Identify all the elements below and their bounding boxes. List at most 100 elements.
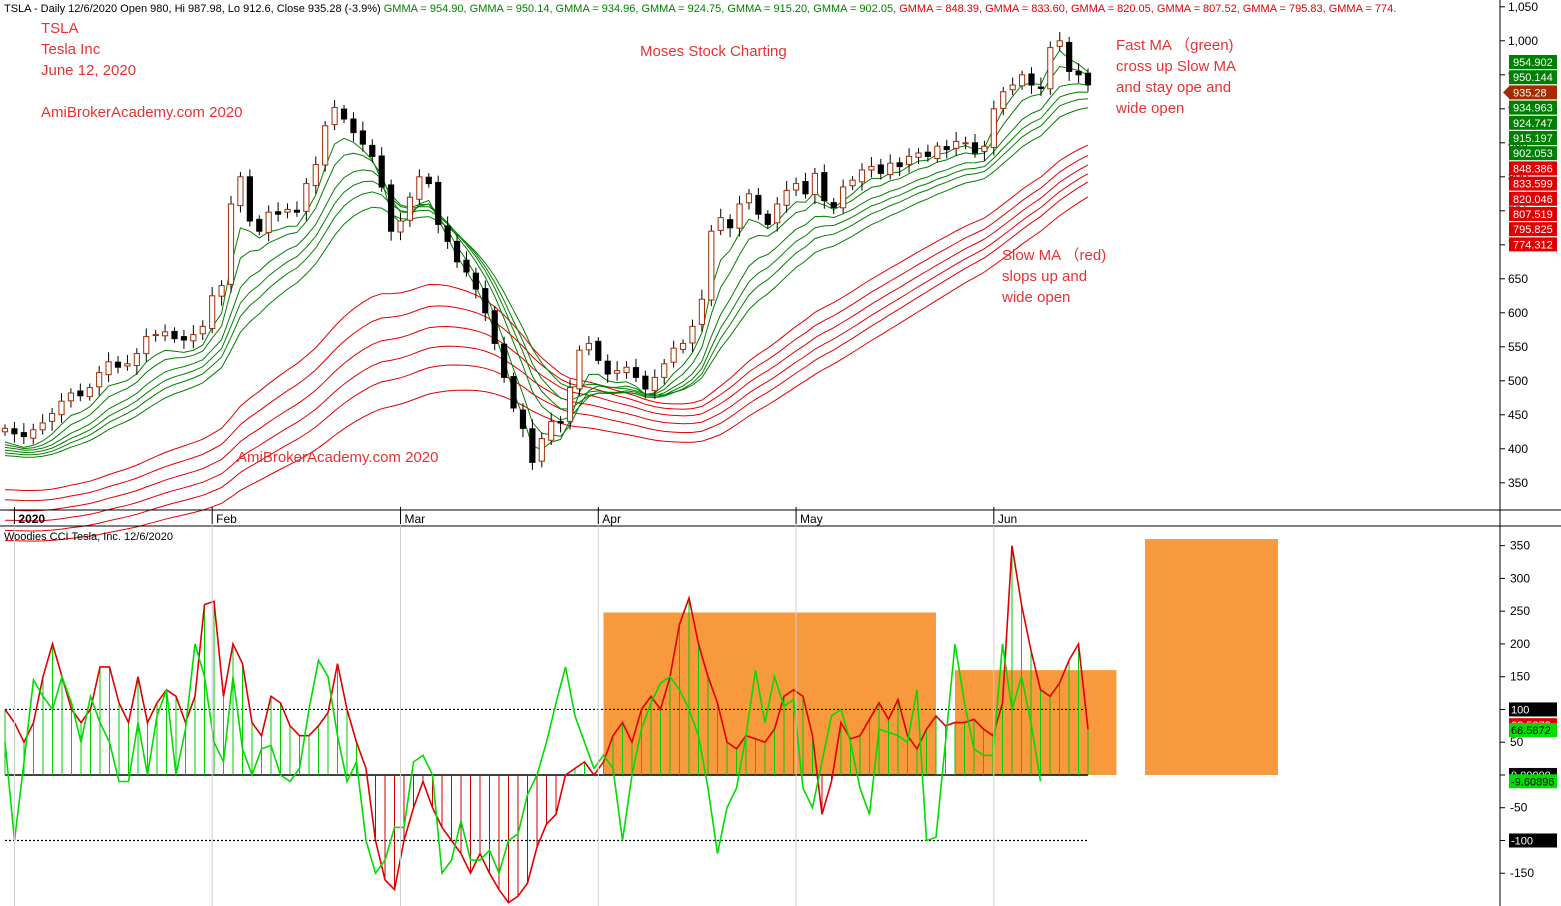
- annotation-ticker: TSLA: [41, 20, 79, 37]
- candle-body: [1075, 70, 1082, 76]
- candle-body: [661, 363, 668, 378]
- candle-body: [11, 428, 18, 435]
- header-part-6: GMMA = 902.05,: [810, 3, 896, 15]
- fast-ma-line-3: [4, 83, 1089, 451]
- candle-body: [1028, 73, 1035, 86]
- candle-body: [124, 363, 131, 367]
- candle-body: [745, 193, 753, 204]
- candle-body: [143, 336, 150, 355]
- annotation-site-1: AmiBrokerAcademy.com 2020: [41, 104, 242, 121]
- annotation-moses: Moses Stock Charting: [640, 43, 787, 60]
- candle-body: [642, 375, 649, 390]
- cci-ytick-label: 150: [1510, 670, 1530, 684]
- price-label-924.747: 924.747: [1509, 115, 1557, 130]
- price-label-902.053: 902.053: [1509, 146, 1557, 161]
- annotation-company: Tesla Inc: [41, 41, 101, 58]
- price-label-bg: [1509, 161, 1557, 176]
- candle-body: [915, 152, 922, 158]
- candle-body: [453, 240, 461, 263]
- price-label-bg: [1509, 222, 1557, 237]
- candle-body: [322, 125, 329, 166]
- price-label-bg: [1509, 55, 1557, 69]
- price-label-915.197: 915.197: [1509, 131, 1557, 145]
- candle-body: [444, 225, 451, 242]
- cci-highlight-boxes: [603, 539, 1278, 775]
- candle-body: [614, 370, 621, 374]
- candle-body: [971, 142, 979, 154]
- candle-body: [962, 142, 969, 145]
- header-part-4: GMMA = 924.75,: [638, 3, 724, 15]
- candle-body: [209, 295, 216, 329]
- price-label-bg: [1509, 100, 1557, 115]
- candle-body: [397, 220, 404, 233]
- cci-ytick-label: 50: [1510, 735, 1524, 749]
- annotation-slow-ma-1: Slow MA （red): [1002, 247, 1106, 264]
- price-label-text: 807.519: [1513, 209, 1553, 221]
- slow-ma-line-1: [4, 144, 1089, 491]
- price-label-pointer: [1503, 86, 1509, 99]
- candle-body: [510, 376, 517, 409]
- slow-ma-line-4: [4, 173, 1089, 522]
- candle-body: [934, 145, 941, 159]
- cci-ytick-label: 200: [1510, 637, 1530, 651]
- cci-box-2: [955, 670, 1117, 775]
- candle-body: [727, 219, 734, 229]
- candle-body: [491, 310, 498, 344]
- candle-body: [811, 172, 818, 196]
- price-label-bg: [1509, 115, 1557, 130]
- candle-body: [162, 331, 169, 337]
- cci-label-bg: [1509, 723, 1557, 738]
- candle-body: [557, 421, 564, 424]
- candle-body: [48, 412, 56, 422]
- candle-body: [114, 361, 122, 368]
- candle-body: [152, 334, 159, 337]
- cci-ytick-label: 300: [1510, 571, 1530, 585]
- x-label-Jun: Jun: [998, 512, 1017, 526]
- price-label-848.386: 848.386: [1509, 161, 1557, 176]
- candle-body: [416, 176, 423, 200]
- price-label-text: 915.197: [1513, 133, 1553, 145]
- fast-ma-line-4: [4, 91, 1089, 454]
- candle-body: [792, 183, 800, 191]
- candle-body: [1084, 72, 1092, 86]
- candle-body: [1066, 41, 1073, 72]
- candle-body: [717, 217, 724, 231]
- price-label-text: 924.747: [1513, 118, 1553, 130]
- candle-body: [1018, 74, 1026, 87]
- candle-body: [265, 211, 272, 233]
- cci-label-bg: [1509, 833, 1557, 848]
- candle-body: [369, 144, 376, 157]
- price-label-text: 954.902: [1513, 57, 1553, 69]
- header-part-2: GMMA = 950.14,: [467, 3, 553, 15]
- candle-body: [698, 298, 705, 325]
- cci-label-bg: [1509, 774, 1557, 789]
- header-part-11: GMMA = 795.83,: [1240, 3, 1326, 15]
- candle-body: [943, 146, 950, 151]
- candle-body: [435, 181, 442, 225]
- candle-body: [312, 164, 319, 187]
- header-part-7: GMMA = 848.39,: [896, 3, 982, 15]
- header-part-10: GMMA = 807.52,: [1154, 3, 1240, 15]
- price-label-bg: [1509, 207, 1557, 221]
- candle-body: [887, 162, 894, 176]
- candle-body: [350, 118, 357, 134]
- fast-ma-line-6: [4, 107, 1089, 458]
- slow-ma-line-3: [4, 164, 1089, 512]
- candle-body: [1009, 84, 1016, 91]
- fast-ma-line-5: [4, 98, 1089, 456]
- price-label-text: 795.825: [1513, 224, 1553, 236]
- price-label-text: 934.963: [1513, 103, 1553, 115]
- candle-body: [303, 183, 310, 212]
- cci-lines: [4, 545, 1089, 904]
- candle-body: [1000, 91, 1007, 109]
- price-label-bg: [1509, 85, 1557, 100]
- candle-body: [388, 184, 395, 232]
- cci-box-3: [1145, 539, 1278, 775]
- header-part-8: GMMA = 833.60,: [982, 3, 1068, 15]
- annotation-block: TSLA Tesla Inc June 12, 2020 AmiBrokerAc…: [41, 20, 1236, 466]
- candle-body: [501, 343, 508, 378]
- candle-body: [425, 176, 432, 185]
- header-part-5: GMMA = 915.20,: [724, 3, 810, 15]
